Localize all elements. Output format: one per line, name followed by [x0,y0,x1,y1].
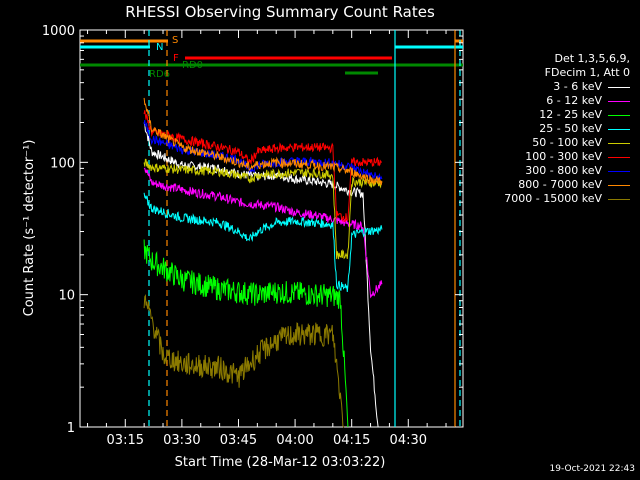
y-tick-label: 1000 [42,24,75,39]
legend-entry-label: 100 - 300 keV [525,150,602,163]
legend-entry: 6 - 12 keV [546,94,630,107]
x-tick-label: 03:15 [107,433,144,448]
series-line-7 [143,97,383,186]
legend-swatch [608,86,630,88]
legend-swatch [608,128,630,130]
legend-entry: 100 - 300 keV [525,150,630,163]
legend-header-line-2: FDecim 1, Att 0 [544,66,630,79]
y-tick-label: 1 [67,421,75,436]
legend-entry: 300 - 800 keV [525,164,630,177]
plot-frame [79,29,464,428]
legend-entry: 800 - 7000 keV [518,178,630,191]
legend-entry: 50 - 100 keV [532,136,630,149]
chart-title: RHESSI Observing Summary Count Rates [125,3,435,21]
legend-entry-label: 12 - 25 keV [539,108,602,121]
legend-entry-label: 300 - 800 keV [525,164,602,177]
legend-swatch [608,100,630,102]
y-axis-label: Count Rate (s⁻¹ detector⁻¹) [22,140,37,317]
legend-entry: 3 - 6 keV [553,80,630,93]
series-line-1 [143,167,383,299]
series-line-3 [143,192,383,293]
legend-entry: 25 - 50 keV [539,122,630,135]
series-line-5 [143,110,383,223]
legend-entry-label: 7000 - 15000 keV [504,192,602,205]
timestamp: 19-Oct-2021 22:43 [549,464,635,474]
x-tick-label: 04:30 [390,433,427,448]
legend-swatch [608,114,630,116]
y-tick-label: 100 [50,156,75,171]
flag-label-n: N [156,42,163,53]
legend-swatch [608,184,630,186]
legend-header-line-1: Det 1,3,5,6,9, [554,52,630,65]
attenuator-vertical-lines [148,30,461,427]
x-tick-label: 03:30 [163,433,200,448]
series-line-2 [143,239,349,428]
x-tick-label: 03:45 [220,433,257,448]
x-axis-label: Start Time (28-Mar-12 03:03:22) [175,455,386,470]
legend-entry-label: 3 - 6 keV [553,80,602,93]
flag-label-rd0: RD0 [182,60,203,71]
legend-swatch [608,142,630,144]
flag-label-rd6: RD6 [149,69,170,80]
legend-swatch [608,156,630,158]
legend-entry-label: 800 - 7000 keV [518,178,602,191]
legend-swatch [608,198,630,200]
series-line-6 [143,120,383,183]
series-layer [143,97,383,428]
legend-entry-label: 25 - 50 keV [539,122,602,135]
series-line-8 [143,293,345,428]
legend-entry-label: 6 - 12 keV [546,94,602,107]
flag-label-s: S [172,35,178,46]
legend-entry: 12 - 25 keV [539,108,630,121]
y-tick-label: 10 [58,289,75,304]
x-tick-label: 04:00 [276,433,313,448]
legend-entry: 7000 - 15000 keV [504,192,630,205]
legend-swatch [608,170,630,172]
series-line-4 [143,158,383,260]
legend-entry-label: 50 - 100 keV [532,136,602,149]
axes: 03:15 03:30 03:45 04:00 04:15 04:30 1 10 100 1000 [42,24,463,448]
flag-label-f: F [173,53,179,64]
x-tick-label: 04:15 [333,433,370,448]
